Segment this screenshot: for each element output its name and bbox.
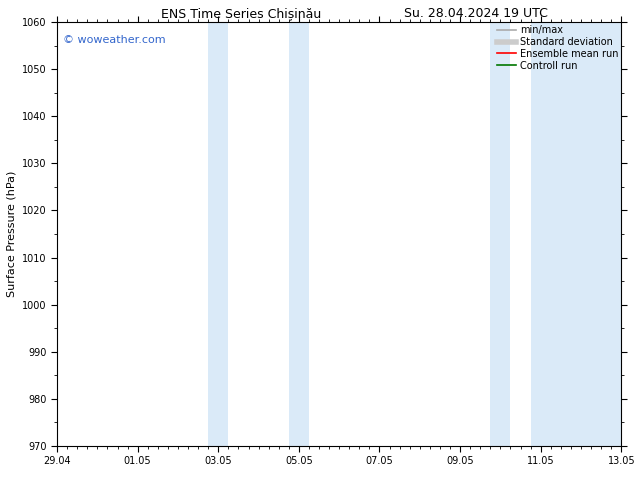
Bar xyxy=(531,22,621,446)
Y-axis label: Surface Pressure (hPa): Surface Pressure (hPa) xyxy=(6,171,16,297)
Bar xyxy=(208,22,228,446)
Bar xyxy=(289,22,309,446)
Text: ENS Time Series Chișinău: ENS Time Series Chișinău xyxy=(161,7,321,21)
Bar xyxy=(490,22,510,446)
Text: Su. 28.04.2024 19 UTC: Su. 28.04.2024 19 UTC xyxy=(404,7,547,21)
Text: © woweather.com: © woweather.com xyxy=(63,35,165,45)
Legend: min/max, Standard deviation, Ensemble mean run, Controll run: min/max, Standard deviation, Ensemble me… xyxy=(496,25,618,71)
